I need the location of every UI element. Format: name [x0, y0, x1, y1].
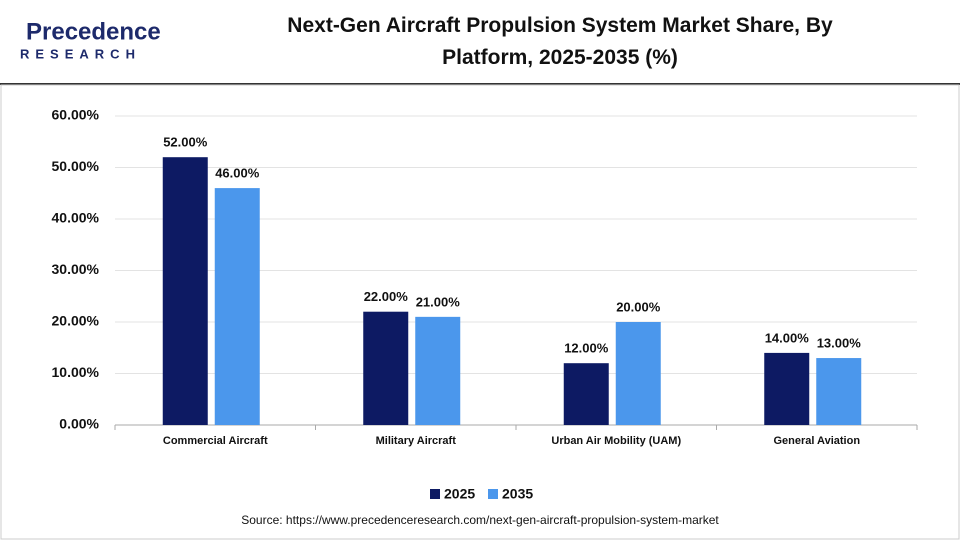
- bar: [214, 188, 260, 425]
- legend-swatch: [488, 489, 498, 499]
- source: Source: https://www.precedenceresearch.c…: [241, 513, 719, 527]
- x-tick-label: Military Aircraft: [376, 435, 457, 447]
- bar: [615, 322, 661, 425]
- logo-tagline: RESEARCH: [20, 46, 141, 61]
- value-label: 46.00%: [215, 166, 260, 181]
- y-tick-label: 40.00%: [52, 210, 100, 226]
- frame: [0, 84, 960, 540]
- bar: [816, 358, 862, 425]
- value-label: 20.00%: [616, 299, 661, 314]
- x-tick-label: Urban Air Mobility (UAM): [551, 435, 681, 447]
- x-tick-label: Commercial Aircraft: [163, 435, 268, 447]
- value-label: 21.00%: [416, 294, 461, 309]
- legend-swatch: [430, 489, 440, 499]
- bar: [162, 157, 208, 425]
- y-tick-label: 10.00%: [52, 364, 100, 380]
- bar: [764, 352, 810, 425]
- value-label: 14.00%: [765, 330, 810, 345]
- value-label: 52.00%: [163, 135, 208, 150]
- value-label: 13.00%: [817, 335, 862, 350]
- x-tick-label: General Aviation: [773, 435, 860, 447]
- bar: [363, 311, 409, 425]
- bar: [563, 363, 609, 425]
- y-tick-label: 50.00%: [52, 158, 100, 174]
- logo-name: Precedence: [26, 18, 161, 45]
- y-tick-label: 60.00%: [52, 107, 100, 123]
- y-tick-label: 30.00%: [52, 261, 100, 277]
- value-label: 12.00%: [564, 341, 609, 356]
- y-tick-label: 20.00%: [52, 313, 100, 329]
- bar: [415, 316, 461, 425]
- chart-title: Next-Gen Aircraft Propulsion System Mark…: [287, 14, 833, 69]
- legend-label: 2025: [444, 486, 475, 502]
- value-label: 22.00%: [364, 289, 409, 304]
- y-tick-label: 0.00%: [59, 416, 99, 432]
- legend-label: 2035: [502, 486, 533, 502]
